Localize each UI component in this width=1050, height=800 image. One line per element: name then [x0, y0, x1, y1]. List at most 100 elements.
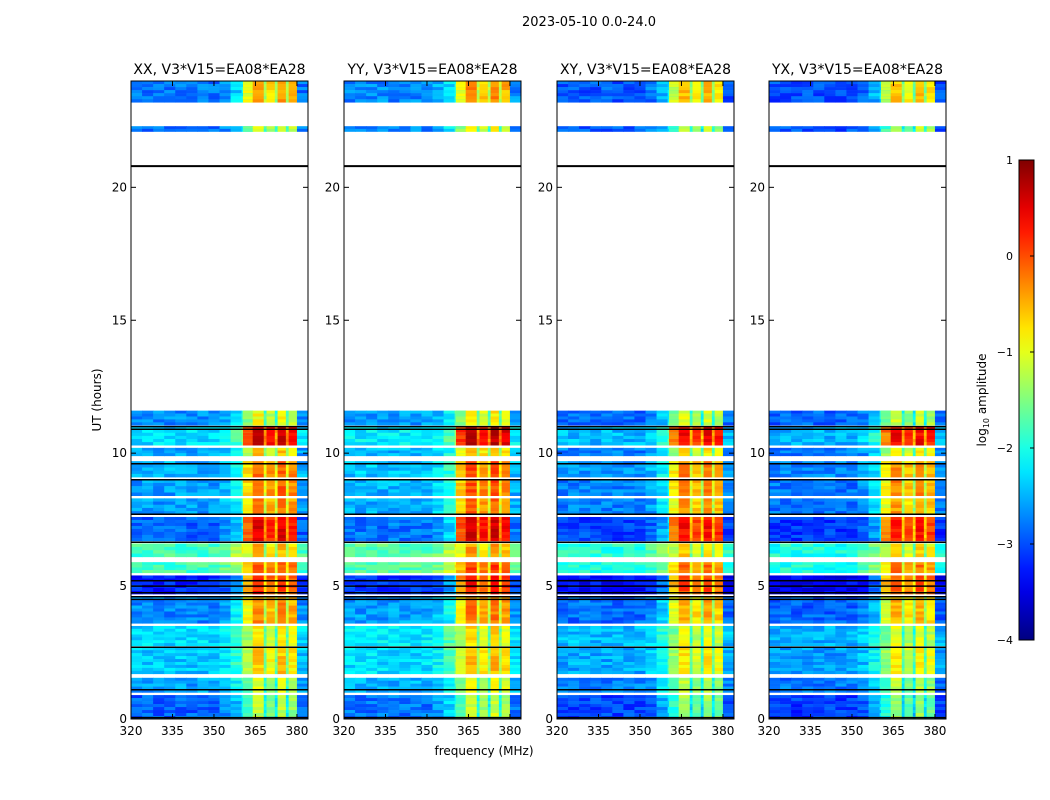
heatmap-cell — [703, 704, 713, 708]
heatmap-cell — [669, 617, 680, 621]
heatmap-cell — [443, 550, 456, 554]
heatmap-cell — [366, 564, 378, 568]
heatmap-cell — [421, 419, 433, 423]
heatmap-cell — [186, 564, 198, 568]
heatmap-cell — [432, 511, 445, 515]
heatmap-cell — [219, 435, 232, 440]
heatmap-cell — [399, 546, 411, 551]
heatmap-cell — [208, 504, 220, 509]
heatmap-cell — [131, 413, 143, 417]
heatmap-cell — [266, 625, 276, 630]
heatmap-cell — [612, 713, 624, 717]
heatmap-cell — [252, 587, 265, 592]
heatmap-cell — [142, 504, 154, 509]
heatmap-cell — [208, 686, 220, 690]
heatmap-cell — [476, 498, 481, 502]
heatmap-cell — [344, 413, 356, 417]
heatmap-cell — [219, 661, 232, 666]
heatmap-cell — [465, 611, 478, 615]
heatmap-cell — [266, 126, 276, 130]
heatmap-cell — [388, 567, 400, 571]
heatmap-cell — [465, 562, 478, 566]
heatmap-cell — [266, 710, 276, 714]
heatmap-cell — [175, 519, 187, 524]
heatmap-cell — [366, 416, 378, 420]
heatmap-cell — [456, 677, 467, 682]
heatmap-cell — [689, 695, 694, 699]
heatmap-cell — [612, 637, 624, 641]
heatmap-cell — [689, 634, 694, 638]
heatmap-cell — [285, 614, 290, 618]
heatmap-cell — [263, 429, 268, 434]
heatmap-cell — [623, 634, 635, 638]
heatmap-cell — [476, 470, 481, 475]
heatmap-cell — [131, 664, 143, 669]
heatmap-cell — [509, 507, 521, 512]
heatmap-cell — [296, 504, 308, 509]
heatmap-cell — [197, 656, 209, 660]
heatmap-cell — [131, 492, 143, 496]
heatmap-cell — [142, 447, 154, 451]
heatmap-cell — [432, 683, 445, 687]
heatmap-cell — [678, 605, 691, 609]
heatmap-cell — [711, 562, 716, 566]
heatmap-cell — [285, 602, 290, 606]
heatmap-cell — [623, 625, 635, 630]
heatmap-cell — [557, 689, 569, 693]
heatmap-cell — [230, 707, 243, 711]
heatmap-cell — [153, 429, 165, 434]
heatmap-cell — [601, 617, 613, 621]
heatmap-cell — [601, 647, 613, 651]
heatmap-cell — [487, 426, 492, 430]
heatmap-cell — [476, 534, 481, 539]
heatmap-cell — [456, 519, 467, 524]
heatmap-cell — [479, 686, 489, 690]
heatmap-cell — [208, 640, 220, 644]
heatmap-cell — [476, 562, 481, 566]
heatmap-cell — [711, 695, 716, 699]
heatmap-cell — [388, 625, 400, 630]
heatmap-cell — [456, 543, 467, 548]
heatmap-cell — [366, 710, 378, 714]
heatmap-cell — [487, 567, 492, 571]
heatmap-cell — [579, 596, 591, 600]
heatmap-cell — [366, 546, 378, 551]
heatmap-cell — [509, 498, 521, 502]
heatmap-cell — [243, 511, 254, 515]
heatmap-cell — [669, 614, 680, 618]
heatmap-cell — [487, 631, 492, 635]
heatmap-cell — [479, 504, 489, 509]
heatmap-cell — [164, 628, 176, 632]
heatmap-cell — [714, 650, 724, 654]
heatmap-cell — [274, 93, 279, 97]
heatmap-cell — [612, 564, 624, 568]
heatmap-cell — [399, 479, 411, 484]
heatmap-cell — [479, 482, 489, 487]
heatmap-cell — [266, 659, 276, 663]
heatmap-cell — [288, 447, 298, 451]
heatmap-cell — [142, 93, 154, 97]
heatmap-cell — [366, 625, 378, 630]
heatmap-cell — [568, 625, 580, 630]
heatmap-cell — [274, 667, 279, 672]
heatmap-cell — [479, 653, 489, 657]
heatmap-cell — [219, 710, 232, 714]
heatmap-cell — [490, 511, 500, 515]
heatmap-cell — [266, 438, 276, 443]
heatmap-cell — [456, 525, 467, 530]
heatmap-cell — [421, 482, 433, 487]
heatmap-cell — [377, 537, 389, 542]
heatmap-cell — [142, 450, 154, 454]
heatmap-cell — [465, 432, 478, 437]
heatmap-cell — [377, 416, 389, 420]
heatmap-cell — [612, 562, 624, 566]
heatmap-cell — [509, 546, 521, 551]
heatmap-cell — [692, 634, 702, 638]
heatmap-cell — [153, 686, 165, 690]
heatmap-cell — [288, 605, 298, 609]
heatmap-cell — [557, 611, 569, 615]
heatmap-cell — [208, 453, 220, 457]
heatmap-cell — [568, 680, 580, 684]
heatmap-cell — [700, 631, 705, 635]
heatmap-cell — [153, 516, 165, 521]
